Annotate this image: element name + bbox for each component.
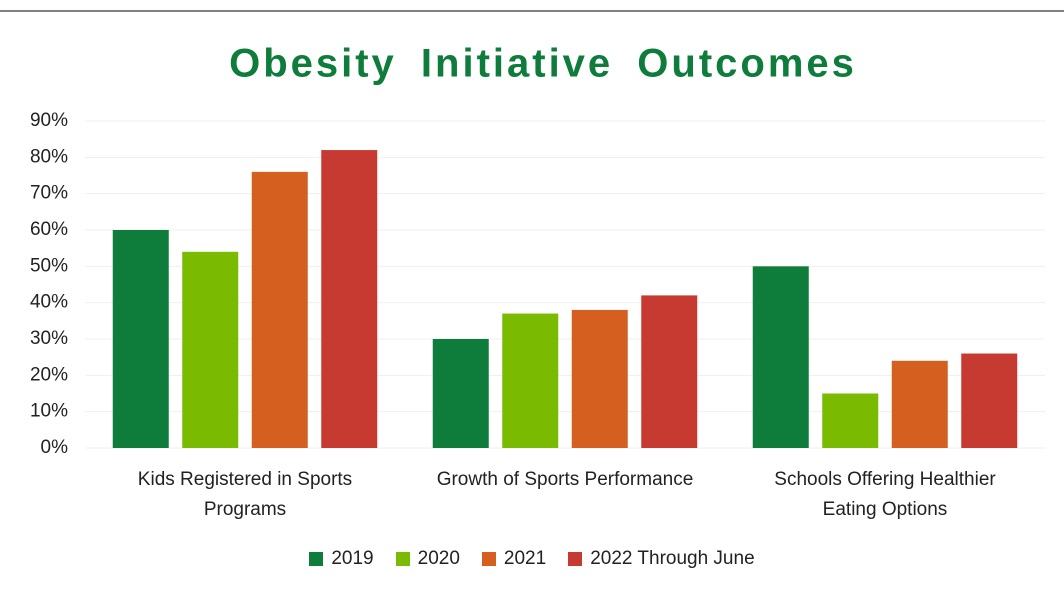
- legend-label: 2020: [417, 548, 460, 569]
- y-tick-label: 20%: [30, 364, 68, 385]
- legend-swatch: [309, 552, 324, 566]
- legend-label: 2019: [331, 548, 374, 569]
- y-tick-label: 60%: [30, 219, 68, 240]
- legend: 2019 2020 2021 2022 Through June: [0, 548, 1064, 570]
- bar: [112, 230, 169, 448]
- x-tick-label: Schools Offering Healthier Eating Option…: [774, 469, 996, 520]
- bar: [251, 171, 308, 448]
- chart-title: Obesity Initiative Outcomes: [229, 42, 857, 86]
- bar: [432, 339, 489, 448]
- bar: [891, 360, 948, 448]
- legend-label: 2022 Through June: [590, 548, 755, 569]
- bar: [321, 150, 378, 449]
- legend-item: 2020: [395, 548, 460, 570]
- bar: [182, 251, 239, 448]
- y-tick-label: 30%: [30, 328, 68, 349]
- y-tick-label: 90%: [30, 110, 68, 131]
- bar: [502, 313, 559, 448]
- bar: [752, 266, 809, 448]
- x-tick-label: Growth of Sports Performance: [436, 469, 694, 490]
- y-tick-label: 50%: [30, 255, 68, 276]
- bar: [641, 295, 698, 448]
- x-tick-label: Kids Registered in Sports Programs: [137, 469, 353, 520]
- legend-swatch: [395, 552, 410, 566]
- legend-label: 2021: [503, 548, 547, 569]
- y-tick-label: 70%: [30, 183, 68, 204]
- legend-swatch: [481, 552, 496, 566]
- y-tick-label: 0%: [41, 437, 69, 458]
- bar: [571, 309, 628, 448]
- legend-item: 2022 Through June: [568, 548, 755, 570]
- legend-swatch: [568, 552, 583, 566]
- y-tick-label: 40%: [30, 292, 68, 313]
- bar: [822, 393, 879, 448]
- legend-item: 2021: [481, 548, 547, 570]
- y-tick-label: 80%: [30, 146, 68, 167]
- bar: [961, 353, 1018, 448]
- legend-item: 2019: [309, 548, 374, 570]
- y-tick-label: 10%: [30, 401, 68, 422]
